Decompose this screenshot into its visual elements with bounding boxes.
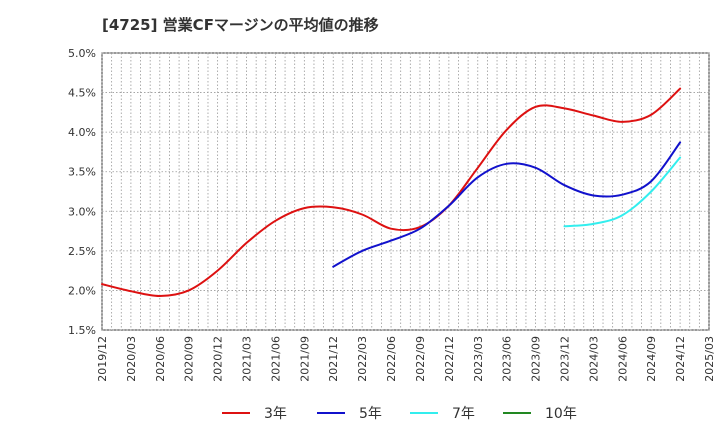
x-tick-label: 2020/12 [212,336,225,382]
x-tick-label: 2022/03 [356,336,369,382]
y-tick-label: 1.5% [68,324,96,337]
y-tick-label: 3.0% [68,205,96,218]
series-layer [101,87,682,298]
x-tick-label: 2020/03 [125,336,138,382]
x-tick-label: 2024/09 [645,336,658,382]
y-tick-label: 5.0% [68,47,96,60]
x-tick-label: 2020/06 [154,336,167,382]
y-tick-label: 4.5% [68,87,96,100]
plot-area [101,52,710,331]
x-tick-label: 2022/09 [414,336,427,382]
axis-layer: 1.5% 2.0% 2.5% 3.0% 3.5% 4.0% 4.5% 5.0% 2019/12 2… [68,47,716,382]
x-tick-label: 2024/03 [587,336,600,382]
x-tick-label: 2023/03 [472,336,485,382]
x-tick-label: 2023/12 [558,336,571,382]
x-tick-label: 2021/03 [241,336,254,382]
series-line-1 [332,141,682,268]
series-line-2 [563,156,682,228]
x-tick-label: 2024/12 [674,336,687,382]
x-tick-label: 2024/06 [616,336,629,382]
x-tick-label: 2021/06 [269,336,282,382]
x-tick-label: 2020/09 [183,336,196,382]
x-tick-label: 2019/12 [96,336,109,382]
x-tick-label: 2022/12 [443,336,456,382]
y-tick-label: 2.0% [68,284,96,297]
grid-layer [101,52,710,331]
legend-layer: 3年 5年 7年 10年 [222,406,577,422]
y-tick-label: 4.0% [68,126,96,139]
legend-label-3: 10年 [545,406,577,422]
x-tick-label: 2021/12 [327,336,340,382]
series-line-0 [101,87,682,298]
y-tick-label: 2.5% [68,245,96,258]
x-tick-label: 2022/06 [385,336,398,382]
x-tick-label: 2021/09 [298,336,311,382]
chart-title: [4725] 営業CFマージンの平均値の推移 [102,16,379,34]
x-tick-label: 2025/03 [703,336,716,382]
legend-label-0: 3年 [264,406,287,422]
legend-label-2: 7年 [452,406,475,422]
x-tick-label: 2023/06 [501,336,514,382]
y-tick-label: 3.5% [68,166,96,179]
legend-label-1: 5年 [359,406,382,422]
x-tick-label: 2023/09 [530,336,543,382]
